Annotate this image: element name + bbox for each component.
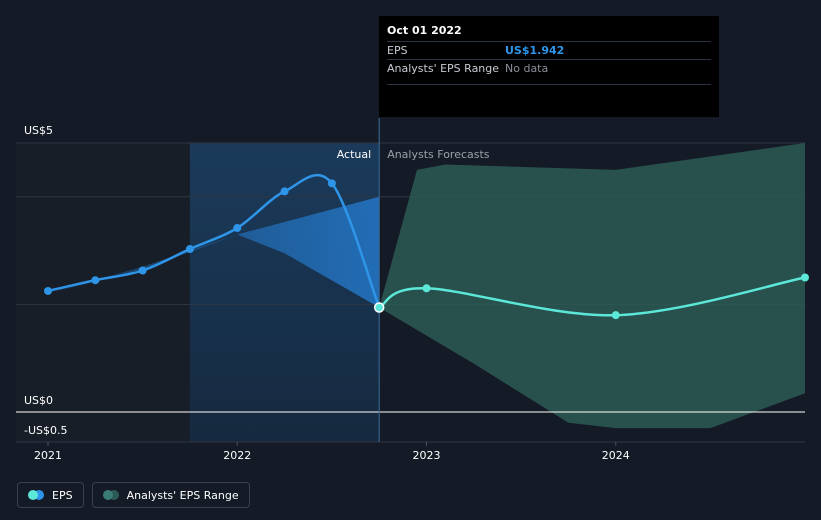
legend-item-analysts-range[interactable]: Analysts' EPS Range [91,482,250,508]
forecast-label: Analysts Forecasts [387,148,490,161]
actual-range-band [48,196,380,308]
y-tick-label: US$5 [24,124,53,137]
eps-line-1 [378,276,806,317]
legend: EPS Analysts' EPS Range [17,482,250,508]
tooltip-date: Oct 01 2022 [387,24,462,37]
eps-point [138,266,147,275]
tooltip-row-eps: EPS US$1.942 [387,41,711,59]
eps-point [327,179,336,188]
tooltip-eps-label: EPS [387,44,408,57]
selected-point [373,302,385,313]
tooltip-eps-value: US$1.942 [505,44,565,57]
tooltip-range-label: Analysts' EPS Range [387,62,500,75]
y-tick-label: US$0 [24,394,53,407]
tooltip-spacer [387,84,711,112]
x-tick-label: 2024 [602,449,630,462]
eps-point [91,276,100,285]
eps-point [233,224,242,233]
x-tick-label: 2021 [34,449,62,462]
x-tick-label: 2023 [413,449,441,462]
forecast-range-band [379,143,805,429]
eps-point [185,244,194,253]
legend-range-swatch-icon [102,490,119,500]
legend-item-eps[interactable]: EPS [17,482,84,508]
legend-range-label: Analysts' EPS Range [126,488,239,502]
actual-label: Actual [337,148,371,161]
legend-eps-swatch-icon [28,490,44,500]
x-tick-label: 2022 [223,449,251,462]
eps-point [44,286,52,295]
eps-point [422,284,431,293]
tooltip-row-range: Analysts' EPS Range No data [387,59,711,77]
eps-point [611,311,620,320]
eps-point [801,273,809,282]
eps-point [280,187,289,196]
legend-eps-label: EPS [52,488,73,502]
tooltip-range-value: No data [505,62,549,75]
y-tick-label: -US$0.5 [24,424,68,437]
tooltip: Oct 01 2022 EPS US$1.942 Analysts' EPS R… [379,16,719,117]
